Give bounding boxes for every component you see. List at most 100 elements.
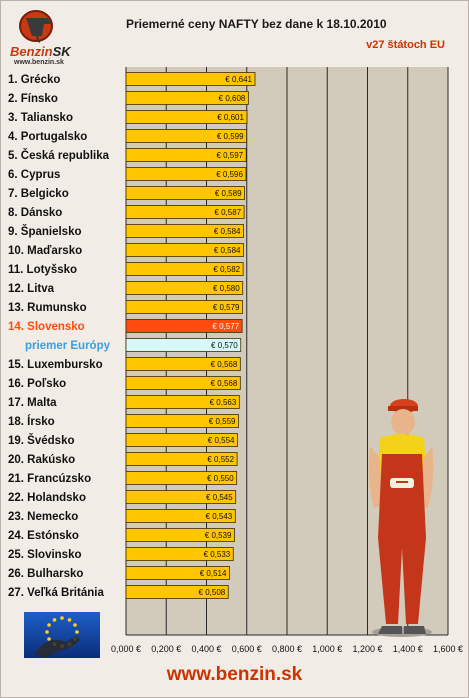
category-label: 18. Írsko: [8, 415, 55, 428]
data-label: € 0,563: [210, 398, 237, 407]
category-label: 13. Rumunsko: [8, 302, 87, 314]
bar: [125, 547, 234, 561]
data-label: € 0,601: [217, 113, 244, 122]
category-label: 5. Česká republika: [8, 149, 110, 162]
data-label: € 0,596: [216, 170, 243, 179]
x-tick-label: 0,600 €: [232, 644, 262, 654]
data-label: € 0,568: [211, 360, 238, 369]
data-label: € 0,582: [213, 265, 240, 274]
category-label: 10. Maďarsko: [8, 245, 82, 257]
data-label: € 0,570: [211, 341, 238, 350]
category-label: 7. Belgicko: [8, 188, 69, 200]
eu-star: [73, 623, 77, 627]
footer-site-link[interactable]: www.benzin.sk: [166, 664, 303, 685]
benzin-logo[interactable]: BenzinSK www.benzin.sk: [8, 8, 88, 68]
bar: [125, 148, 247, 162]
eu-star: [67, 618, 72, 622]
bar: [125, 414, 239, 428]
x-tick-label: 0,800 €: [272, 644, 302, 654]
category-label: 1. Grécko: [8, 74, 60, 86]
data-label: € 0,545: [206, 493, 233, 502]
category-label: 25. Slovinsko: [8, 549, 82, 561]
category-label: 20. Rakúsko: [8, 454, 75, 466]
data-label: € 0,577: [212, 322, 239, 331]
bar: [125, 585, 229, 599]
data-label: € 0,589: [215, 189, 242, 198]
bar: [125, 490, 237, 504]
eu-star: [45, 630, 49, 634]
eu-star: [47, 637, 51, 641]
bar: [125, 72, 256, 86]
category-label: 17. Malta: [8, 397, 57, 409]
x-tick-label: 1,400 €: [393, 644, 423, 654]
data-label: € 0,568: [211, 379, 238, 388]
bar: [125, 471, 238, 485]
data-label: € 0,543: [206, 512, 233, 521]
bar: [125, 224, 244, 238]
data-label: € 0,597: [216, 151, 243, 160]
data-label: € 0,533: [204, 550, 231, 559]
data-label: € 0,559: [209, 417, 236, 426]
category-label: 19. Švédsko: [8, 434, 74, 447]
category-label: 27. Veľká Británia: [8, 587, 104, 599]
bar: [125, 376, 241, 390]
data-label: € 0,580: [213, 284, 240, 293]
category-label: 6. Cyprus: [8, 169, 60, 181]
bar: [125, 167, 247, 181]
logo-url: www.benzin.sk: [14, 59, 64, 66]
data-label: € 0,539: [205, 531, 232, 540]
category-label: 4. Portugalsko: [8, 131, 87, 143]
category-label: 9. Španielsko: [8, 225, 82, 238]
bar: [125, 395, 240, 409]
x-tick-label: 0,200 €: [151, 644, 181, 654]
x-tick-label: 1,600 €: [433, 644, 463, 654]
data-label: € 0,608: [219, 94, 246, 103]
x-tick-label: 0,400 €: [191, 644, 221, 654]
data-label: € 0,584: [214, 227, 241, 236]
bar: [125, 566, 230, 580]
bar: [125, 452, 238, 466]
logo-suffix: SK: [52, 44, 71, 59]
category-label: 23. Nemecko: [8, 511, 78, 523]
x-tick-label: 0,000 €: [111, 644, 141, 654]
x-tick-label: 1,000 €: [312, 644, 342, 654]
category-label: 21. Francúzsko: [8, 473, 91, 485]
eu-star: [47, 623, 51, 627]
bar: [125, 319, 243, 333]
bar: [125, 338, 242, 352]
category-label: 2. Fínsko: [8, 93, 58, 105]
x-tick-label: 1,200 €: [352, 644, 382, 654]
data-label: € 0,599: [217, 132, 244, 141]
bar: [125, 262, 244, 276]
category-label: priemer Európy: [25, 340, 111, 352]
category-label: 22. Holandsko: [8, 492, 86, 504]
data-label: € 0,552: [207, 455, 234, 464]
bar: [125, 186, 245, 200]
category-label: 11. Lotyšsko: [8, 264, 77, 276]
logo-name: Benzin: [10, 44, 53, 59]
bar: [125, 205, 245, 219]
bar: [125, 243, 244, 257]
bar: [125, 110, 248, 124]
eu-star: [75, 630, 79, 634]
data-label: € 0,579: [213, 303, 240, 312]
category-label: 24. Estónsko: [8, 530, 79, 542]
data-label: € 0,514: [200, 569, 227, 578]
chart-subtitle: v27 štátoch EU: [366, 39, 445, 51]
category-label: 3. Taliansko: [8, 112, 73, 124]
data-label: € 0,584: [214, 246, 241, 255]
category-label: 14. Slovensko: [8, 321, 85, 333]
bar: [125, 509, 236, 523]
bar: [125, 281, 244, 295]
category-label: 12. Litva: [8, 283, 55, 295]
bar: [125, 91, 249, 105]
category-label: 8. Dánsko: [8, 207, 62, 219]
bar: [125, 357, 241, 371]
bar: [125, 433, 238, 447]
data-label: € 0,587: [214, 208, 241, 217]
eu-star: [52, 618, 57, 622]
data-label: € 0,550: [207, 474, 234, 483]
fuel-nozzle-icon: [19, 10, 53, 43]
category-label: 15. Luxembursko: [8, 359, 103, 371]
bar: [125, 300, 243, 314]
